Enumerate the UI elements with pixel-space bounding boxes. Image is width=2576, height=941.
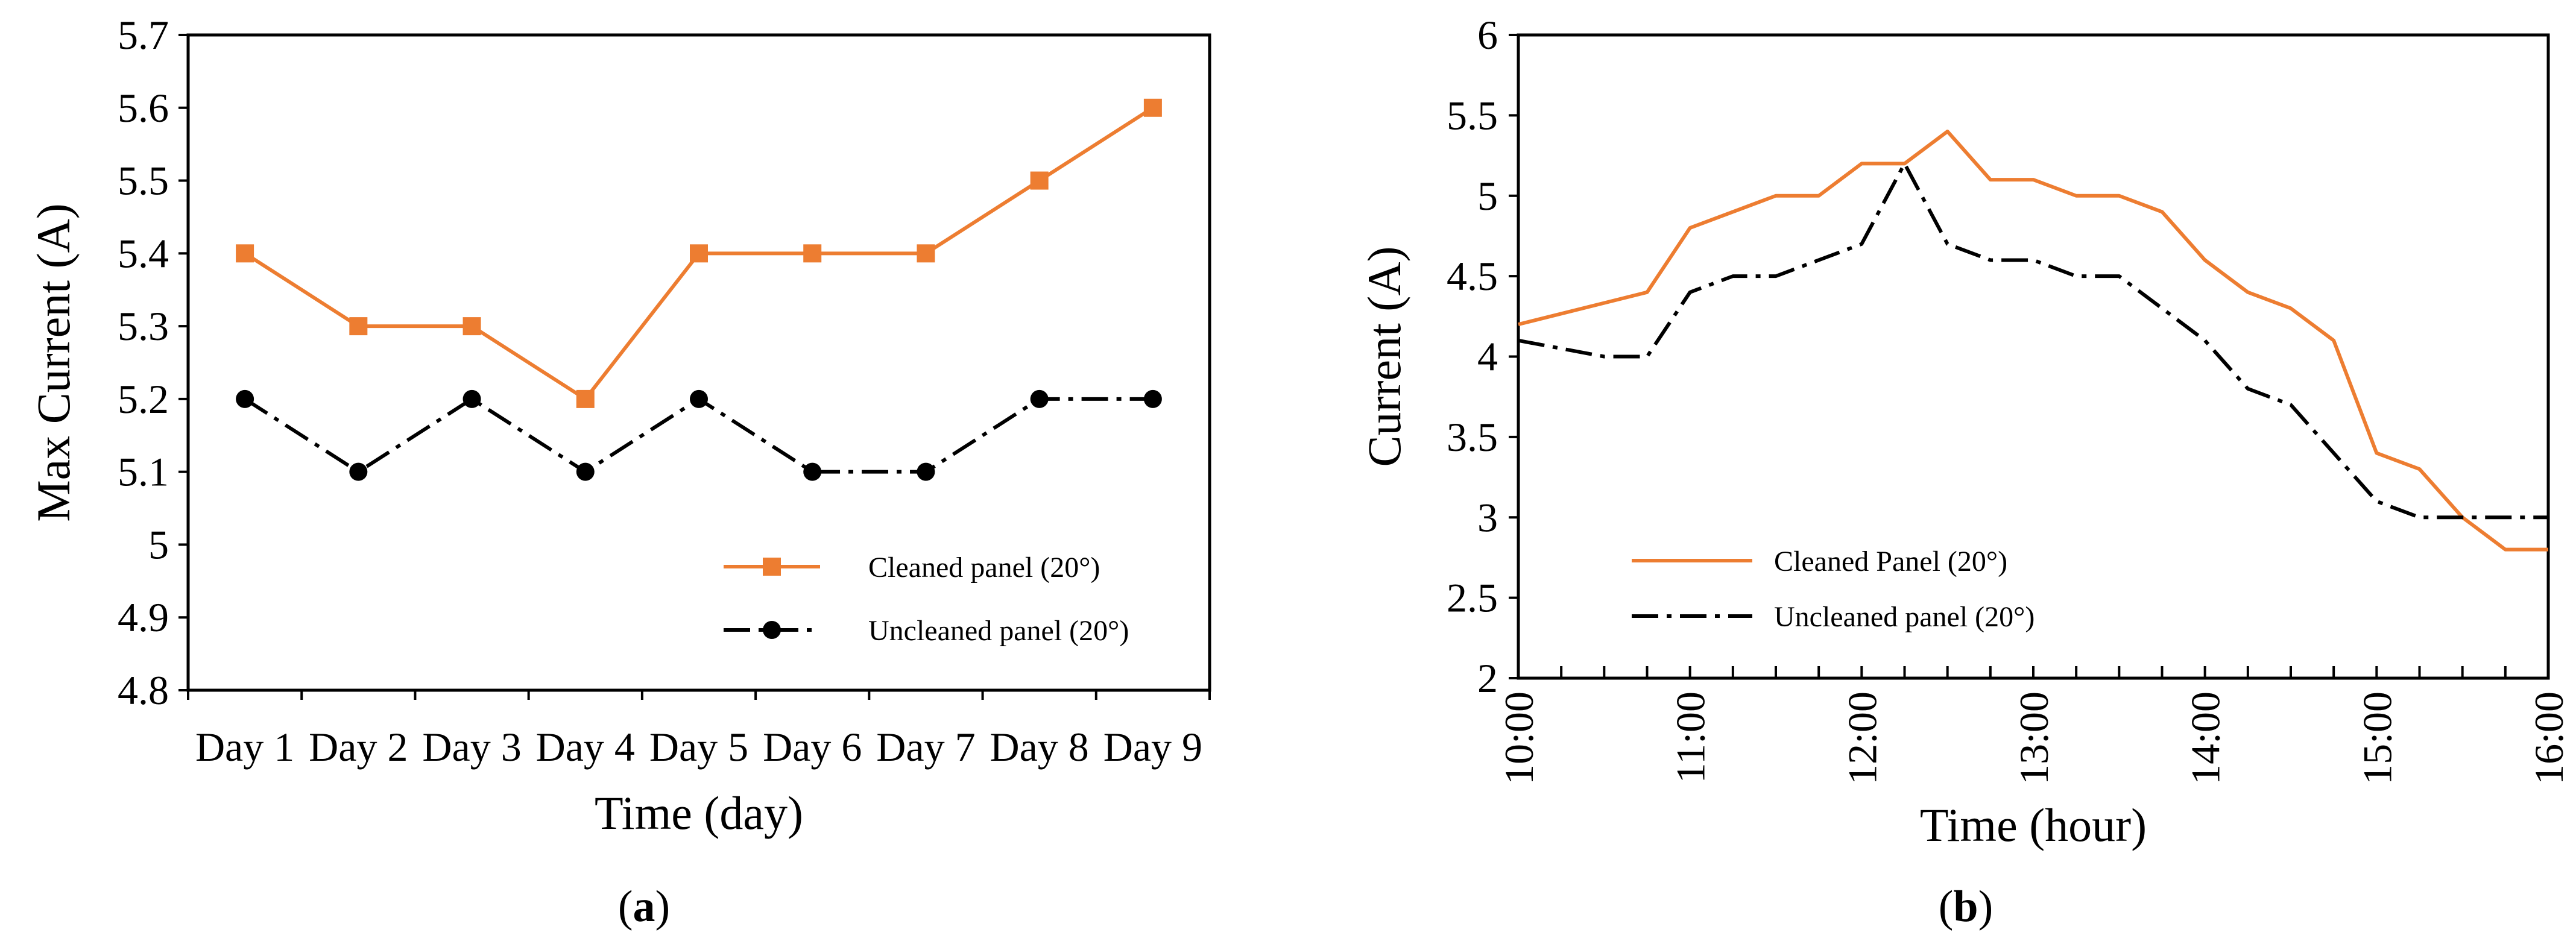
series-line-uncleaned	[244, 397, 1153, 474]
data-point-cleaned	[917, 244, 935, 263]
x-axis-title: Time (hour)	[1920, 799, 2147, 851]
x-tick-label: 15:00	[2354, 691, 2400, 785]
y-tick-label: 5.7	[118, 12, 169, 58]
x-tick-label: Day 2	[309, 724, 408, 770]
data-point-cleaned	[236, 244, 254, 263]
x-tick-label: 11:00	[1668, 691, 1714, 783]
x-tick-label: 14:00	[2183, 691, 2229, 785]
y-tick-label: 4	[1477, 334, 1498, 380]
data-point-cleaned	[690, 244, 708, 263]
y-tick-label: 5.3	[118, 303, 169, 349]
chart-b: 2 2.5 3 3.5 4 4.5 5 5.5 6 10:00 11:00 12:00 13:00 14:…	[1358, 12, 2572, 931]
y-tick-label: 3.5	[1447, 414, 1498, 460]
y-tick-label: 4.5	[1447, 253, 1498, 299]
legend-marker-uncleaned	[763, 621, 781, 639]
y-tick-label: 4.8	[118, 667, 169, 713]
y-tick-label: 5.2	[118, 376, 169, 422]
x-tick-label: Day 1	[195, 724, 294, 770]
data-point-cleaned	[803, 244, 822, 263]
data-point-cleaned	[349, 317, 368, 336]
data-point-cleaned	[1030, 171, 1049, 190]
data-point-uncleaned	[1143, 389, 1162, 408]
x-tick-label: 10:00	[1496, 691, 1542, 785]
series-line-cleaned	[1518, 130, 2548, 552]
y-tick-label: 5	[148, 521, 169, 567]
x-tick-label: Day 4	[536, 724, 635, 770]
caption-part: (	[618, 882, 633, 931]
caption-part: a	[633, 882, 655, 931]
x-tick-label: 13:00	[2011, 691, 2057, 785]
y-tick-label: 5.5	[1447, 92, 1498, 138]
plot-frame	[1517, 33, 2550, 680]
y-axis-title: Max Current (A)	[27, 203, 80, 522]
x-tick-label: 12:00	[1839, 691, 1885, 785]
data-point-uncleaned	[576, 462, 595, 481]
legend-label-uncleaned: Uncleaned panel (20°)	[1774, 601, 2035, 633]
figure-caption: (b)	[1939, 882, 1993, 931]
x-tick-label: Day 8	[990, 724, 1089, 770]
y-tick-label: 5.4	[118, 230, 169, 276]
data-point-cleaned	[1143, 98, 1162, 117]
caption-part: b	[1953, 882, 1978, 931]
data-point-uncleaned	[236, 389, 254, 408]
plot-frame	[186, 33, 1211, 692]
y-tick-label: 5.1	[118, 449, 169, 495]
caption-part: )	[655, 882, 671, 931]
legend-label-cleaned: Cleaned panel (20°)	[868, 552, 1100, 584]
y-tick-label: 5.5	[118, 158, 169, 204]
y-tick-label: 2.5	[1447, 575, 1498, 621]
x-tick-label: Day 9	[1103, 724, 1202, 770]
x-tick-label: 16:00	[2526, 691, 2572, 785]
legend-label-cleaned: Cleaned Panel (20°)	[1774, 546, 2007, 578]
y-tick-label: 5	[1477, 173, 1498, 219]
x-tick-label: Day 5	[649, 724, 748, 770]
data-point-cleaned	[576, 389, 595, 408]
y-tick-label: 6	[1477, 12, 1498, 58]
caption-part: )	[1978, 882, 1994, 931]
legend-label-uncleaned: Uncleaned panel (20°)	[868, 615, 1129, 647]
x-axis-title: Time (day)	[595, 787, 803, 839]
x-tick-label: Day 3	[422, 724, 521, 770]
caption-part: (	[1939, 882, 1954, 931]
y-tick-label: 2	[1477, 655, 1498, 701]
x-tick-label: Day 7	[876, 724, 975, 770]
y-tick-label: 4.9	[118, 594, 169, 640]
figure-caption: (a)	[618, 882, 670, 931]
y-axis-title: Current (A)	[1358, 246, 1410, 467]
y-tick-label: 5.6	[118, 85, 169, 131]
y-tick-label: 3	[1477, 494, 1498, 540]
legend-marker-cleaned	[763, 558, 781, 576]
data-point-cleaned	[462, 317, 481, 336]
data-point-uncleaned	[803, 462, 822, 481]
data-point-uncleaned	[917, 462, 935, 481]
data-point-uncleaned	[349, 462, 368, 481]
series-line-uncleaned	[1518, 162, 2548, 520]
data-point-uncleaned	[462, 389, 481, 408]
chart-a: 4.8 4.9 5 5.1 5.2 5.3 5.4 5.5 5.6 5.7 Day 1 Day 2 Da…	[27, 12, 1211, 931]
x-tick-label: Day 6	[763, 724, 862, 770]
data-point-uncleaned	[1030, 389, 1049, 408]
data-point-uncleaned	[690, 389, 708, 408]
